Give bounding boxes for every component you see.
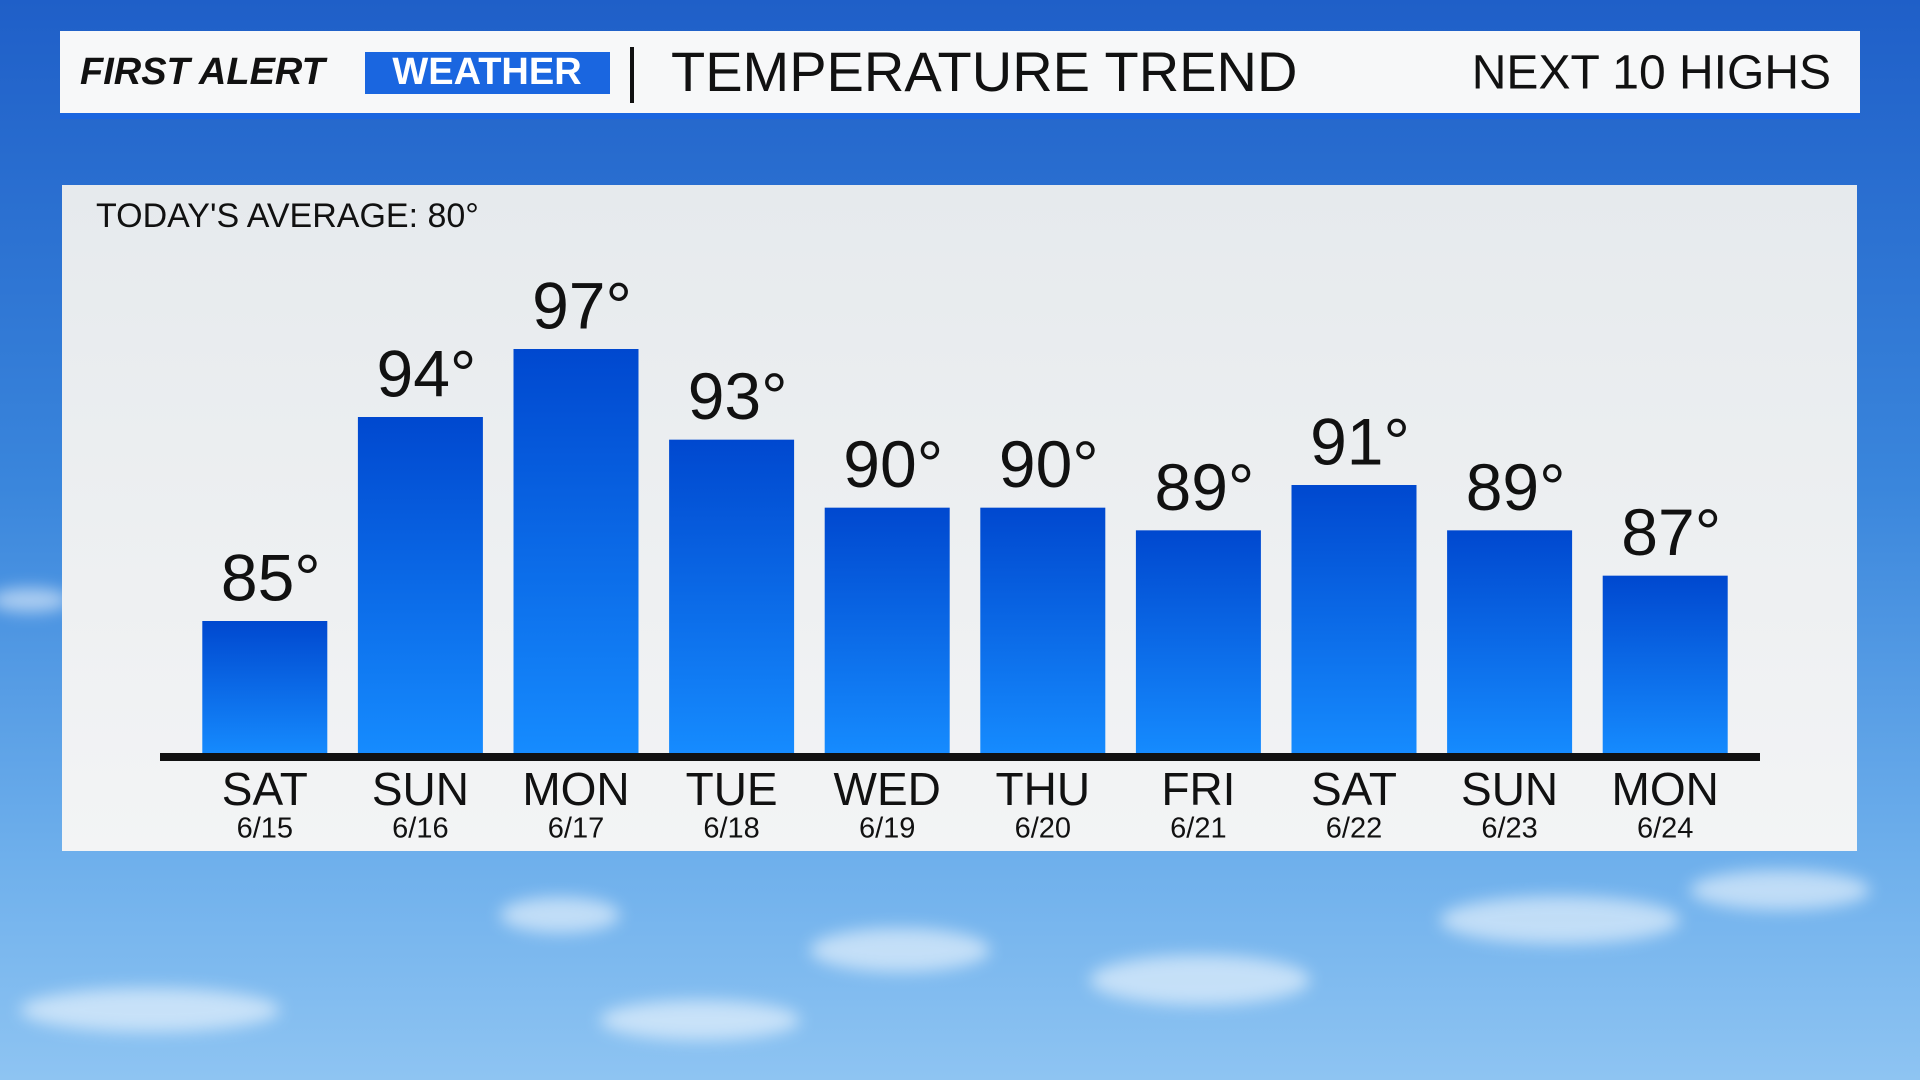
x-tick-label: MON [522,763,629,815]
bar [1291,485,1417,757]
value-label: 97° [532,268,632,342]
x-date-label: 6/22 [1326,813,1382,845]
x-date-label: 6/15 [237,813,293,845]
x-date-label: 6/16 [392,813,448,845]
x-date-label: 6/24 [1637,813,1693,845]
brand-box [365,52,610,94]
bar [980,507,1106,757]
x-tick-label: FRI [1161,763,1235,815]
header-divider [630,47,634,103]
x-date-label: 6/18 [703,813,759,845]
x-date-label: 6/17 [548,813,604,845]
chart-title: TEMPERATURE TREND [671,40,1297,103]
x-date-label: 6/23 [1481,813,1537,845]
x-tick-label: MON [1612,763,1719,815]
bar [824,507,950,757]
value-label: 90° [843,427,943,501]
bar [357,417,483,757]
x-date-label: 6/20 [1015,813,1071,845]
bar [1135,530,1261,757]
x-date-label: 6/19 [859,813,915,845]
x-tick-label: SUN [1461,763,1558,815]
x-tick-label: THU [996,763,1091,815]
value-label: 90° [999,427,1099,501]
value-label: 87° [1621,495,1721,569]
value-label: 85° [221,540,321,614]
value-label: 89° [1154,450,1254,524]
x-tick-label: SAT [222,763,308,815]
baseline [160,753,1760,761]
annotation: TODAY'S AVERAGE: 80° [96,197,479,235]
x-date-label: 6/21 [1170,813,1226,845]
bar [513,349,639,757]
bar [669,439,795,757]
x-tick-label: WED [834,763,941,815]
value-label: 94° [376,336,476,410]
bar [202,621,328,757]
value-label: 91° [1310,404,1410,478]
brand-second: WEATHER [392,51,581,93]
plot: 85°SAT6/1594°SUN6/1697°MON6/1793°TUE6/18… [202,268,1728,845]
chart-panel [62,185,1857,851]
brand-first: FIRST ALERT [80,51,328,93]
chart-subtitle: NEXT 10 HIGHS [1472,47,1831,100]
x-tick-label: SAT [1311,763,1397,815]
value-label: 93° [688,359,788,433]
header-bar [60,31,1860,117]
bar [1602,575,1728,757]
value-label: 89° [1466,450,1566,524]
clouds [0,588,1870,1040]
x-tick-label: TUE [686,763,778,815]
bar [1447,530,1573,757]
x-tick-label: SUN [372,763,469,815]
header-stripe [60,113,1860,119]
